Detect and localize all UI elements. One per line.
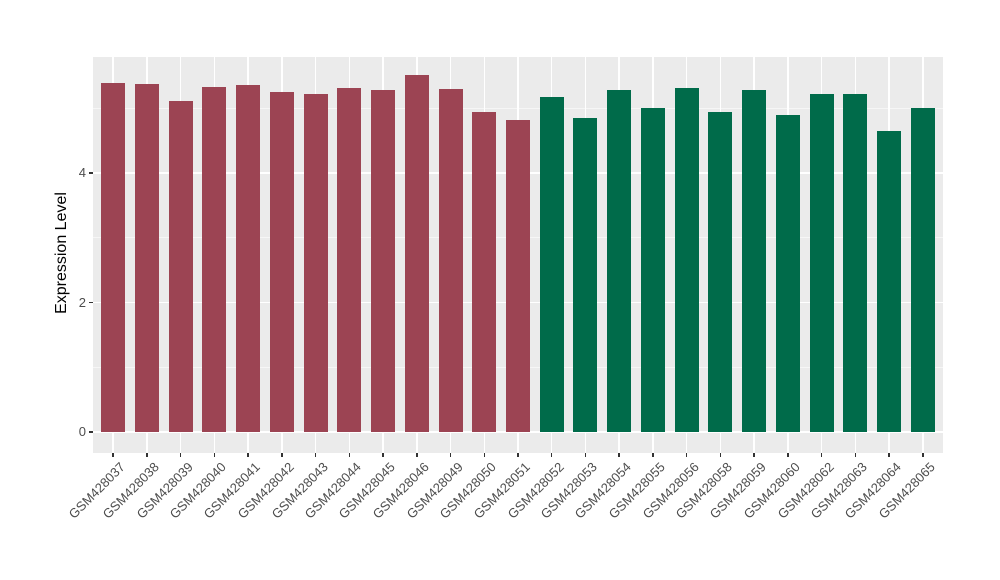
bar (438, 89, 463, 432)
x-tick (719, 453, 722, 457)
bar (742, 89, 767, 432)
bar (775, 114, 800, 432)
x-tick (820, 453, 823, 457)
bar (640, 107, 665, 432)
x-tick (854, 453, 857, 457)
bar (809, 93, 834, 432)
y-tick-label: 0 (78, 424, 86, 439)
x-tick (146, 453, 148, 457)
bar (877, 131, 902, 432)
x-tick (787, 453, 789, 457)
x-tick (247, 453, 249, 457)
bar (337, 88, 362, 432)
x-tick (314, 453, 317, 457)
x-tick (382, 453, 384, 457)
x-tick (550, 453, 553, 457)
bar (134, 83, 159, 432)
bar (404, 74, 429, 432)
bar (303, 93, 328, 432)
x-tick (416, 453, 418, 457)
x-tick (517, 453, 519, 457)
bar (371, 90, 396, 432)
bar (708, 111, 733, 432)
x-tick (753, 453, 755, 457)
bar (269, 92, 294, 432)
x-tick (483, 453, 486, 457)
x-tick (348, 453, 351, 457)
bar (539, 96, 564, 432)
bar (910, 107, 935, 432)
bar (236, 84, 261, 432)
x-tick (888, 453, 890, 457)
x-tick (179, 453, 182, 457)
x-tick (652, 453, 654, 457)
bar (843, 94, 868, 432)
bar (607, 90, 632, 432)
bar (472, 111, 497, 432)
bar (202, 87, 227, 432)
y-tick (89, 431, 93, 433)
x-tick (618, 453, 620, 457)
bar (506, 120, 530, 432)
x-tick (112, 453, 114, 457)
bar (101, 83, 126, 432)
x-tick (213, 453, 216, 457)
x-tick (281, 453, 283, 457)
y-tick (89, 301, 93, 304)
y-tick-label: 4 (78, 165, 86, 181)
x-tick (584, 453, 587, 457)
x-tick (685, 453, 688, 457)
bar (168, 100, 193, 432)
bar (573, 117, 598, 432)
x-tick (449, 453, 452, 457)
x-tick (922, 453, 924, 457)
y-tick (89, 172, 93, 174)
bar (674, 87, 699, 432)
y-tick-label: 2 (78, 294, 86, 310)
